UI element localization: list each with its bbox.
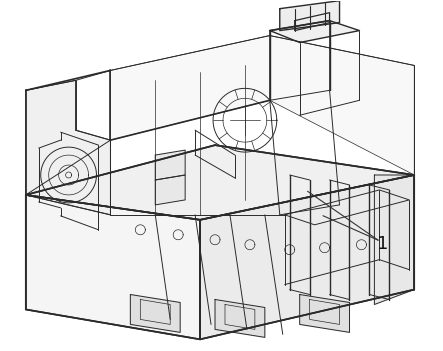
Polygon shape (270, 21, 359, 42)
Polygon shape (280, 1, 339, 31)
Polygon shape (295, 13, 330, 31)
Text: 1: 1 (377, 235, 388, 253)
Polygon shape (200, 175, 414, 339)
Polygon shape (285, 190, 409, 225)
Polygon shape (130, 294, 180, 332)
Polygon shape (26, 145, 414, 220)
Polygon shape (155, 175, 185, 205)
Polygon shape (26, 195, 200, 339)
Polygon shape (26, 80, 110, 215)
Polygon shape (299, 294, 350, 332)
Polygon shape (110, 35, 414, 175)
Polygon shape (374, 175, 414, 304)
Polygon shape (155, 150, 185, 180)
Polygon shape (215, 299, 265, 337)
